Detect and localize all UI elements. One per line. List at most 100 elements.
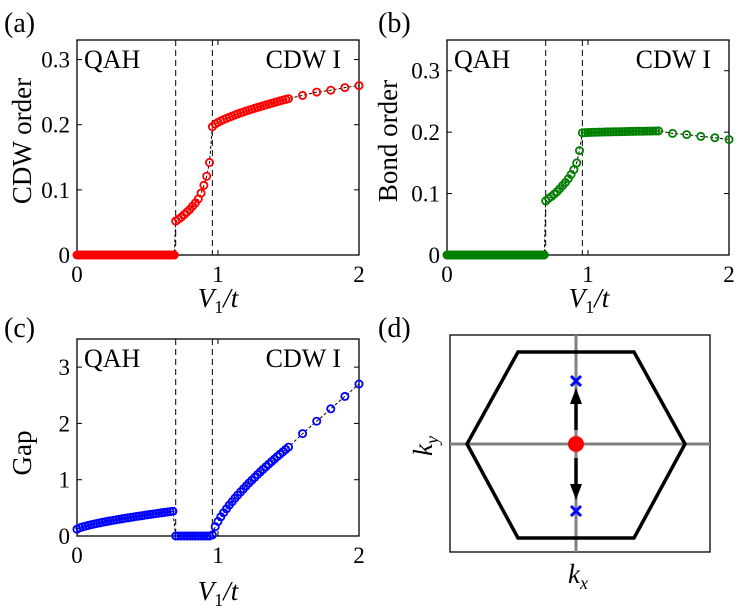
panel-label-c: (c) [4,313,35,344]
data-point [572,158,582,168]
data-point [204,157,214,167]
data-point [312,416,322,426]
data-point [631,126,641,136]
data-point [193,531,203,541]
xlabel-b-rest: /t [592,283,611,313]
data-point [182,531,192,541]
panel-label-d: (d) [378,313,411,344]
data-point [625,126,635,136]
chart-bond-order: 0 1 2 0 0.1 0.2 0.3 QAH CDW I [411,39,735,287]
cross-marker-bottom [569,504,583,518]
y-tick-label: 0 [429,243,441,268]
xlabel-b-main: V [569,283,589,313]
y-tick-label: 0.1 [411,182,440,207]
y-tick-label: 0.3 [411,59,440,84]
xlabel-b: V1/t [569,283,611,317]
data-line [77,85,360,256]
data-point [196,188,206,198]
x-tick-label: 0 [71,543,83,568]
data-point [340,83,350,93]
xlabel-c-rest: /t [221,576,240,606]
y-tick-label: 1 [59,468,71,493]
y-tick-label: 0.3 [41,48,70,73]
data-point [340,391,350,401]
ylabel-b: Bond order [373,80,403,202]
data-point [642,126,652,136]
data-point [668,128,678,138]
data-line [76,383,360,537]
data-point [594,127,604,137]
y-tick-label: 2 [59,411,71,436]
data-point [617,127,627,137]
data-point [645,126,655,136]
data-point [283,442,293,452]
data-point [168,506,178,516]
ky-label: ky [408,436,442,456]
y-tick-label: 0.2 [41,113,70,138]
y-tick-label: 3 [59,355,71,380]
phase-label-left: QAH [84,45,141,74]
data-point [326,404,336,414]
data-point [179,531,189,541]
xlabel-a-main: V [198,283,218,313]
data-point [575,146,585,156]
data-point [312,87,322,97]
data-point [326,85,336,95]
arrow-down-head [570,484,582,500]
xlabel-c-main: V [198,576,218,606]
data-point [724,134,734,144]
ylabel-a: CDW order [7,78,37,204]
data-point [354,81,364,91]
data-point [199,180,209,190]
data-point [207,530,217,540]
x-tick-label: 2 [723,262,735,287]
data-point [196,531,206,541]
ylabel-c: Gap [7,431,37,476]
x-tick-label: 1 [582,262,594,287]
data-point [199,531,209,541]
xlabel-a-rest: /t [221,283,240,313]
y-tick-label: 0 [59,243,71,268]
chart-gap: 0 1 2 0 1 2 3 QAH CDW I [59,338,365,568]
data-point [176,531,186,541]
data-point [696,131,706,141]
x-tick-label: 0 [441,262,453,287]
data-point [171,531,181,541]
arrow-up-head [570,388,582,404]
data-point [354,379,364,389]
y-tick-label: 0 [59,524,71,549]
data-point [589,127,599,137]
phase-label-right: CDW I [636,45,711,74]
xlabel-b-sub: 1 [585,297,594,317]
data-point [637,126,647,136]
data-point [654,126,664,136]
phase-label-right: CDW I [266,45,341,74]
hexagon-brillouin-zone [465,350,687,540]
data-point [188,531,198,541]
x-tick-label: 0 [71,262,83,287]
kx-label: kx [568,559,588,593]
data-point [298,429,308,439]
y-tick-label: 0.2 [411,120,440,145]
data-point [202,171,212,181]
data-point [648,126,658,136]
svg-text:V1/t: V1/t [198,283,240,317]
y-tick-label: 0.1 [41,178,70,203]
xlabel-c-sub: 1 [214,590,223,606]
cross-marker-top [569,374,583,388]
xlabel-a: V1/t [198,283,240,317]
x-tick-label: 2 [353,543,365,568]
data-point [611,127,621,137]
x-tick-label: 1 [212,262,224,287]
x-tick-label: 2 [353,262,365,287]
data-point [173,531,183,541]
center-dot [568,436,584,452]
data-point [710,133,720,143]
phase-label-left: QAH [84,344,141,373]
svg-text:V1/t: V1/t [569,283,611,317]
data-point [190,531,200,541]
svg-text:V1/t: V1/t [198,576,240,606]
data-line [447,130,730,256]
phase-label-right: CDW I [266,344,341,373]
